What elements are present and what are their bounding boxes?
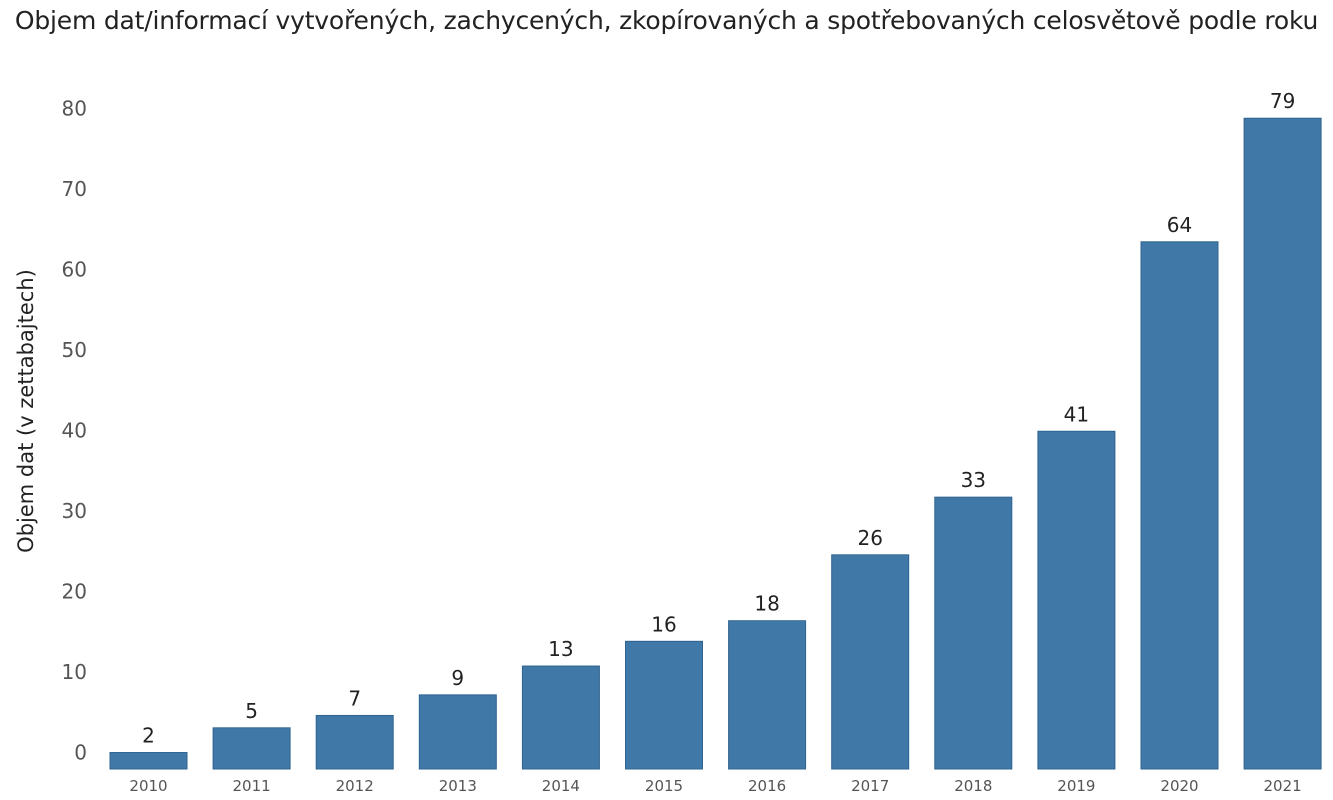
data-label: 33 [961,468,986,492]
x-tick-label: 2020 [1160,777,1198,795]
x-tick-label: 2018 [954,777,992,795]
y-tick-label: 30 [62,499,87,523]
data-label: 41 [1064,402,1089,426]
bar [934,496,1013,770]
bar [831,554,910,770]
bar [1037,430,1116,770]
x-tick-label: 2016 [748,777,786,795]
y-axis-title-group: Objem dat (v zettabajtech) [14,269,38,553]
x-tick-label: 2010 [129,777,167,795]
y-tick-label: 70 [62,177,87,201]
data-label: 64 [1167,213,1192,237]
x-tick-label: 2017 [851,777,889,795]
bar [625,640,703,770]
data-label: 5 [245,699,258,723]
chart-title: Objem dat/informací vytvořených, zachyce… [14,6,1319,35]
data-label: 18 [754,592,779,616]
data-label: 16 [651,612,676,636]
data-label: 9 [451,666,464,690]
x-tick-label: 2021 [1264,777,1302,795]
x-tick-label: 2014 [542,777,580,795]
bar [521,665,600,770]
x-axis-ticks: 2010 2011 2012 2013 2014 2015 2016 2017 2018 2019… [129,777,1301,795]
data-label: 26 [857,526,882,550]
x-tick-label: 2013 [439,777,477,795]
y-tick-label: 40 [62,419,87,443]
bar [315,714,394,770]
bar [1243,117,1322,770]
x-tick-label: 2015 [645,777,683,795]
y-axis-ticks: 0 10 20 30 40 50 60 70 80 [62,97,87,765]
bar [1140,241,1219,770]
x-tick-label: 2019 [1057,777,1095,795]
x-tick-label: 2011 [233,777,271,795]
bar [418,694,497,770]
y-tick-label: 50 [62,338,87,362]
data-label: 13 [548,637,573,661]
y-tick-label: 80 [62,97,87,121]
bars [109,117,1322,770]
y-tick-label: 20 [62,580,87,604]
y-tick-label: 10 [62,660,87,684]
x-tick-label: 2012 [336,777,374,795]
data-label: 79 [1270,89,1295,113]
bar [728,620,807,770]
data-label: 7 [348,686,361,710]
data-label: 2 [142,724,155,748]
y-tick-label: 60 [62,258,87,282]
bar [212,727,291,770]
bar [109,752,188,770]
y-tick-label: 0 [74,741,87,765]
y-axis-title: Objem dat (v zettabajtech) [14,269,38,553]
